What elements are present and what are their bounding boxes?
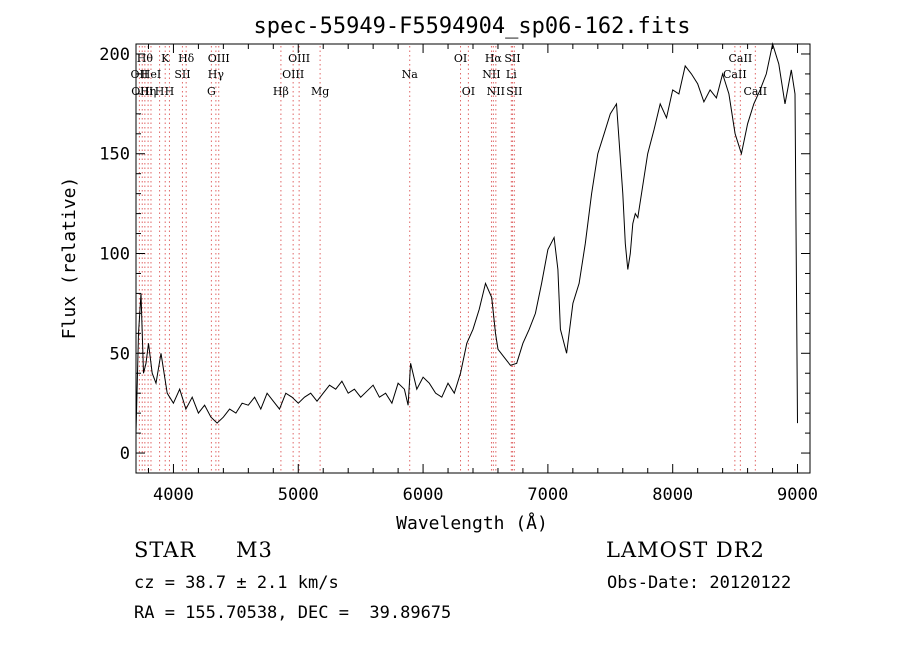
spectral-line-label: CaII xyxy=(743,85,767,98)
spectral-line-label: Li xyxy=(506,68,517,81)
x-axis-label: Wavelength (Å) xyxy=(396,512,548,534)
object-subclass: M3 xyxy=(236,538,273,562)
spectral-line-markers xyxy=(138,46,756,471)
spectral-line-label: Hθ xyxy=(137,52,154,65)
spectral-line-label: Mg xyxy=(311,85,329,98)
y-axis-label: Flux (relative) xyxy=(59,177,80,340)
spectral-line-label: OIII xyxy=(282,68,304,81)
y-tick-label: 100 xyxy=(99,245,130,265)
spectral-line-label: NII xyxy=(487,85,505,98)
spectral-line-label: H xyxy=(155,85,165,98)
x-axis-ticks: 4000 5000 6000 7000 8000 9000 xyxy=(147,44,818,505)
object-type: STAR xyxy=(134,538,197,562)
spectral-line-label: Hγ xyxy=(208,68,225,81)
spectral-line-label: Hβ xyxy=(273,85,289,98)
x-tick-label: 8000 xyxy=(652,485,693,505)
spectral-line-label: HeI xyxy=(141,68,161,81)
spectral-line-label: K xyxy=(161,52,170,65)
y-tick-label: 50 xyxy=(110,344,130,364)
spectral-line-label: Na xyxy=(402,68,419,81)
spectral-line-label: NII xyxy=(482,68,500,81)
coordinates: RA = 155.70538, DEC = 39.89675 xyxy=(134,603,452,623)
x-tick-label: 4000 xyxy=(153,485,194,505)
x-tick-label: 9000 xyxy=(777,485,818,505)
y-tick-label: 150 xyxy=(99,145,130,165)
spectral-line-label: OI xyxy=(454,52,467,65)
redshift-text: cz = 38.7 ± 2.1 km/s xyxy=(134,573,339,593)
spectral-line-label: CaII xyxy=(723,68,747,81)
x-tick-label: 5000 xyxy=(278,485,319,505)
spectral-line-label: Hδ xyxy=(178,52,195,65)
spectral-line-label: Hα xyxy=(485,52,503,65)
spectral-line-label: OI xyxy=(462,85,475,98)
spectral-line-label: OIII xyxy=(208,52,230,65)
chart-title: spec-55949-F5594904_sp06-162.fits xyxy=(253,14,690,39)
spectral-line-label: H xyxy=(165,85,175,98)
y-tick-label: 0 xyxy=(120,444,130,464)
spectral-line-label: SII xyxy=(506,85,522,98)
spectrum-line xyxy=(135,42,798,434)
data-release: LAMOST DR2 xyxy=(606,538,765,562)
spectral-line-label: Hη xyxy=(140,85,156,98)
spectral-line-label: SII xyxy=(174,68,190,81)
plot-frame xyxy=(135,43,811,474)
y-tick-label: 200 xyxy=(99,45,130,65)
spectral-line-label: G xyxy=(207,85,216,98)
spectral-line-label: CaII xyxy=(729,52,753,65)
spectral-line-label: OIII xyxy=(131,85,153,98)
obs-date: Obs-Date: 20120122 xyxy=(607,573,792,593)
x-tick-label: 6000 xyxy=(403,485,444,505)
y-axis-ticks: 0 50 100 150 200 xyxy=(99,45,810,464)
spectral-line-label: OII xyxy=(131,68,149,81)
spectral-line-labels: OII OIII Hθ Hη HeI H K H SII Hδ G Hγ OIII Hβ OIII OIII M… xyxy=(131,52,768,98)
spectral-line-label: OIII xyxy=(288,52,310,65)
x-tick-label: 7000 xyxy=(527,485,568,505)
spectral-line-label: SII xyxy=(504,52,520,65)
